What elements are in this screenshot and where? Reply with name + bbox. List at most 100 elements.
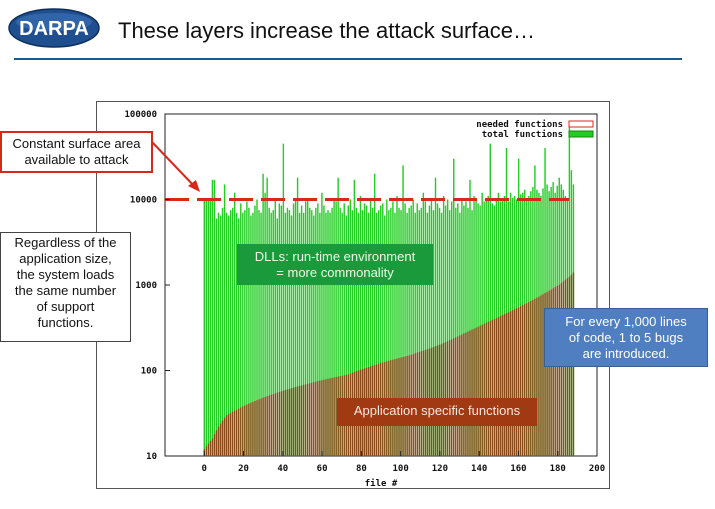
needed-bar: [223, 417, 226, 456]
total-bar: [481, 192, 483, 456]
needed-bar: [233, 410, 236, 456]
total-bar: [459, 212, 461, 456]
total-bar: [274, 199, 276, 456]
x-tick-label: 100: [393, 464, 409, 474]
x-tick-label: 20: [238, 464, 249, 474]
total-bar: [335, 201, 337, 456]
legend-label: total functions: [482, 129, 563, 140]
needed-bar: [564, 279, 567, 456]
total-bar: [438, 207, 441, 456]
needed-bar: [215, 430, 218, 456]
total-bar: [272, 210, 274, 456]
total-bar: [440, 212, 443, 456]
total-bar: [408, 207, 410, 456]
total-bar: [284, 212, 287, 456]
title-underline: [14, 58, 682, 60]
needed-bar: [248, 403, 250, 456]
callout-line: available to attack: [24, 152, 129, 167]
needed-bar: [309, 383, 311, 456]
total-bar: [256, 199, 258, 456]
total-bar: [244, 210, 246, 456]
callout-line: = more commonality: [276, 265, 394, 280]
total-bar: [304, 201, 307, 456]
needed-bar: [473, 328, 475, 456]
needed-bar: [231, 411, 234, 456]
total-bar: [248, 207, 250, 456]
total-bar: [311, 210, 313, 456]
needed-bar: [475, 327, 477, 456]
total-bar: [209, 199, 212, 456]
total-bar: [432, 210, 435, 456]
total-bar: [337, 177, 339, 457]
total-bar: [233, 192, 236, 456]
total-bar: [286, 207, 289, 456]
needed-bar: [335, 376, 337, 456]
bugs-callout: For every 1,000 lines of code, 1 to 5 bu…: [544, 308, 708, 367]
needed-bar: [240, 407, 242, 456]
needed-bar: [556, 285, 558, 456]
needed-bar: [538, 296, 540, 456]
total-bar: [422, 192, 425, 456]
total-bar: [302, 212, 305, 456]
needed-bar: [548, 290, 550, 456]
needed-bar: [483, 323, 485, 456]
needed-bar: [270, 394, 272, 456]
total-bar: [309, 207, 311, 456]
needed-bar: [554, 287, 556, 456]
needed-bar: [242, 406, 244, 456]
total-bar: [446, 199, 449, 456]
total-bar: [278, 203, 281, 456]
needed-bar: [213, 434, 216, 456]
total-bar: [217, 212, 220, 456]
surface-area-callout: Constant surface area available to attac…: [0, 131, 153, 173]
callout-line: are introduced.: [582, 346, 670, 361]
total-bar: [373, 173, 376, 456]
total-bar: [378, 210, 380, 456]
needed-bar: [507, 312, 510, 456]
needed-bar: [280, 391, 283, 456]
needed-bar: [558, 284, 560, 456]
needed-bar: [485, 322, 487, 456]
total-bar: [323, 205, 325, 456]
total-bar: [317, 203, 319, 456]
total-bar: [238, 218, 240, 456]
total-bar: [404, 203, 406, 456]
needed-bar: [467, 331, 469, 456]
total-bar: [266, 177, 268, 457]
total-bar: [363, 203, 366, 456]
total-bar: [250, 215, 252, 456]
total-bar: [428, 205, 431, 456]
total-bar: [416, 203, 418, 456]
total-bar: [365, 205, 368, 456]
needed-bar: [463, 333, 465, 456]
callout-line: For every 1,000 lines: [565, 314, 687, 329]
needed-bar: [457, 336, 459, 456]
needed-bar: [217, 426, 220, 456]
total-bar: [386, 199, 388, 456]
needed-bar: [278, 392, 281, 456]
total-bar: [406, 212, 408, 456]
total-bar: [465, 201, 467, 456]
total-bar: [325, 212, 327, 456]
needed-bar: [209, 440, 212, 456]
needed-bar: [536, 297, 538, 456]
total-bar: [339, 207, 341, 456]
needed-bar: [530, 301, 532, 456]
total-bar: [353, 179, 356, 457]
needed-bar: [477, 326, 479, 456]
needed-bar: [211, 438, 214, 456]
total-bar: [223, 184, 226, 456]
y-tick-label: 10000: [130, 196, 157, 206]
x-tick-label: 140: [471, 464, 487, 474]
needed-bar: [207, 443, 210, 456]
needed-bar: [501, 315, 504, 456]
needed-bar: [532, 299, 534, 456]
needed-bar: [250, 402, 252, 456]
total-bar: [424, 201, 427, 456]
total-bar: [455, 207, 457, 456]
total-bar: [229, 210, 232, 456]
total-bar: [207, 199, 210, 456]
total-bar: [361, 210, 364, 456]
total-bar: [319, 212, 321, 456]
total-bar: [442, 195, 445, 456]
